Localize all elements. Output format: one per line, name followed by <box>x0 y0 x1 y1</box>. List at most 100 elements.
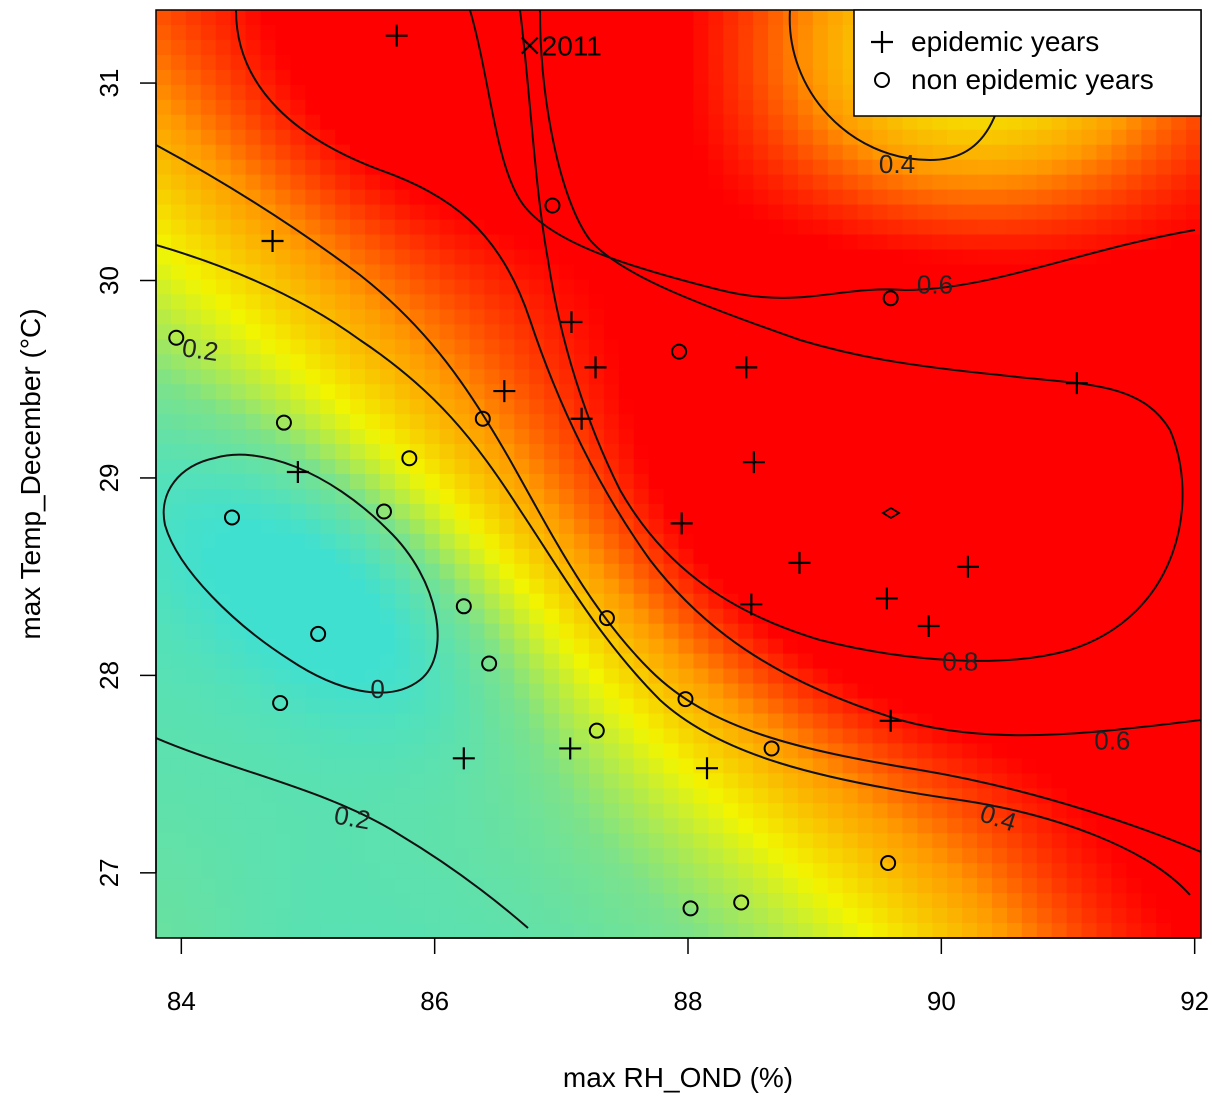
heatmap-cell <box>932 908 948 924</box>
heatmap-cell <box>708 129 724 146</box>
heatmap-cell <box>992 893 1008 909</box>
heatmap-cell <box>1006 339 1023 355</box>
heatmap-cell <box>1096 608 1113 625</box>
heatmap-cell <box>977 803 993 819</box>
annotation-cross-icon <box>520 36 539 55</box>
heatmap-cell <box>1171 653 1187 670</box>
heatmap-cell <box>170 908 187 924</box>
heatmap-cell <box>320 279 336 295</box>
heatmap-cell <box>783 129 799 146</box>
heatmap-cell <box>753 474 769 490</box>
heatmap-cell <box>947 833 963 849</box>
heatmap-cell <box>977 593 993 610</box>
heatmap-cell <box>275 129 291 146</box>
heatmap-cell <box>290 488 306 505</box>
heatmap-cell <box>1156 339 1172 355</box>
heatmap-cell <box>932 698 948 715</box>
heatmap-cell <box>678 878 695 894</box>
heatmap-cell <box>962 863 978 879</box>
heatmap-cell <box>1126 638 1142 655</box>
heatmap-cell <box>588 24 605 41</box>
heatmap-cell <box>335 638 351 655</box>
heatmap-cell <box>544 354 560 370</box>
heatmap-cell <box>1066 384 1083 400</box>
heatmap-cell <box>723 474 739 490</box>
heatmap-cell <box>409 728 426 745</box>
heatmap-cell <box>887 249 904 266</box>
heatmap-cell <box>335 533 351 550</box>
heatmap-cell <box>1036 159 1053 176</box>
heatmap-cell <box>320 114 336 131</box>
heatmap-cell <box>693 488 709 505</box>
heatmap-cell <box>379 324 396 340</box>
heatmap-cell <box>1171 189 1187 206</box>
heatmap-cell <box>379 219 396 236</box>
heatmap-cell <box>514 189 530 206</box>
heatmap-cell <box>977 908 993 924</box>
heatmap-cell <box>1186 698 1201 715</box>
heatmap-cell <box>603 114 620 131</box>
heatmap-cell <box>1006 533 1023 550</box>
heatmap-cell <box>872 893 889 909</box>
heatmap-cell <box>350 129 366 146</box>
heatmap-cell <box>1036 384 1053 400</box>
heatmap-cell <box>1141 459 1157 475</box>
heatmap-cell <box>812 863 829 879</box>
heatmap-cell <box>305 429 321 445</box>
heatmap-cell <box>514 339 530 355</box>
heatmap-cell <box>439 249 456 266</box>
heatmap-cell <box>797 459 814 475</box>
heatmap-cell <box>215 668 232 685</box>
heatmap-cell <box>678 429 695 445</box>
heatmap-cell <box>514 533 530 550</box>
heatmap-cell <box>753 294 769 310</box>
heatmap-cell <box>1051 459 1068 475</box>
heatmap-cell <box>1081 114 1098 131</box>
heatmap-cell <box>618 623 635 640</box>
heatmap-cell <box>290 384 306 400</box>
heatmap-cell <box>350 384 366 400</box>
heatmap-cell <box>1036 474 1053 490</box>
heatmap-cell <box>768 10 784 26</box>
heatmap-cell <box>1081 818 1098 834</box>
heatmap-cell <box>1156 893 1172 909</box>
heatmap-cell <box>499 923 515 938</box>
heatmap-cell <box>1051 863 1068 879</box>
heatmap-cell <box>409 324 426 340</box>
heatmap-cell <box>379 893 396 909</box>
heatmap-cell <box>1186 728 1201 745</box>
heatmap-cell <box>827 923 844 938</box>
heatmap-cell <box>663 818 680 834</box>
heatmap-cell <box>783 653 799 670</box>
heatmap-cell <box>424 10 441 26</box>
heatmap-cell <box>469 848 486 864</box>
heatmap-cell <box>797 234 814 251</box>
heatmap-cell <box>738 99 754 116</box>
heatmap-cell <box>947 279 963 295</box>
heatmap-cell <box>1186 623 1201 640</box>
heatmap-cell <box>947 249 963 266</box>
heatmap-cell <box>1186 459 1201 475</box>
heatmap-cell <box>827 204 844 221</box>
heatmap-cell <box>499 69 515 86</box>
heatmap-cell <box>1066 758 1083 774</box>
x-tick-label: 92 <box>1180 986 1209 1016</box>
heatmap-cell <box>1066 893 1083 909</box>
heatmap-cell <box>738 189 754 206</box>
heatmap-cell <box>230 698 247 715</box>
heatmap-cell <box>588 264 605 281</box>
heatmap-cell <box>618 264 635 281</box>
heatmap-cell <box>170 69 187 86</box>
heatmap-cell <box>439 593 456 610</box>
heatmap-cell <box>305 69 321 86</box>
heatmap-cell <box>962 923 978 938</box>
heatmap-cell <box>603 518 620 535</box>
heatmap-cell <box>1036 189 1053 206</box>
heatmap-cell <box>1036 369 1053 385</box>
heatmap-cell <box>797 114 814 131</box>
heatmap-cell <box>275 818 291 834</box>
heatmap-cell <box>484 144 500 161</box>
heatmap-cell <box>170 788 187 804</box>
heatmap-cell <box>394 923 411 938</box>
heatmap-cell <box>783 99 799 116</box>
